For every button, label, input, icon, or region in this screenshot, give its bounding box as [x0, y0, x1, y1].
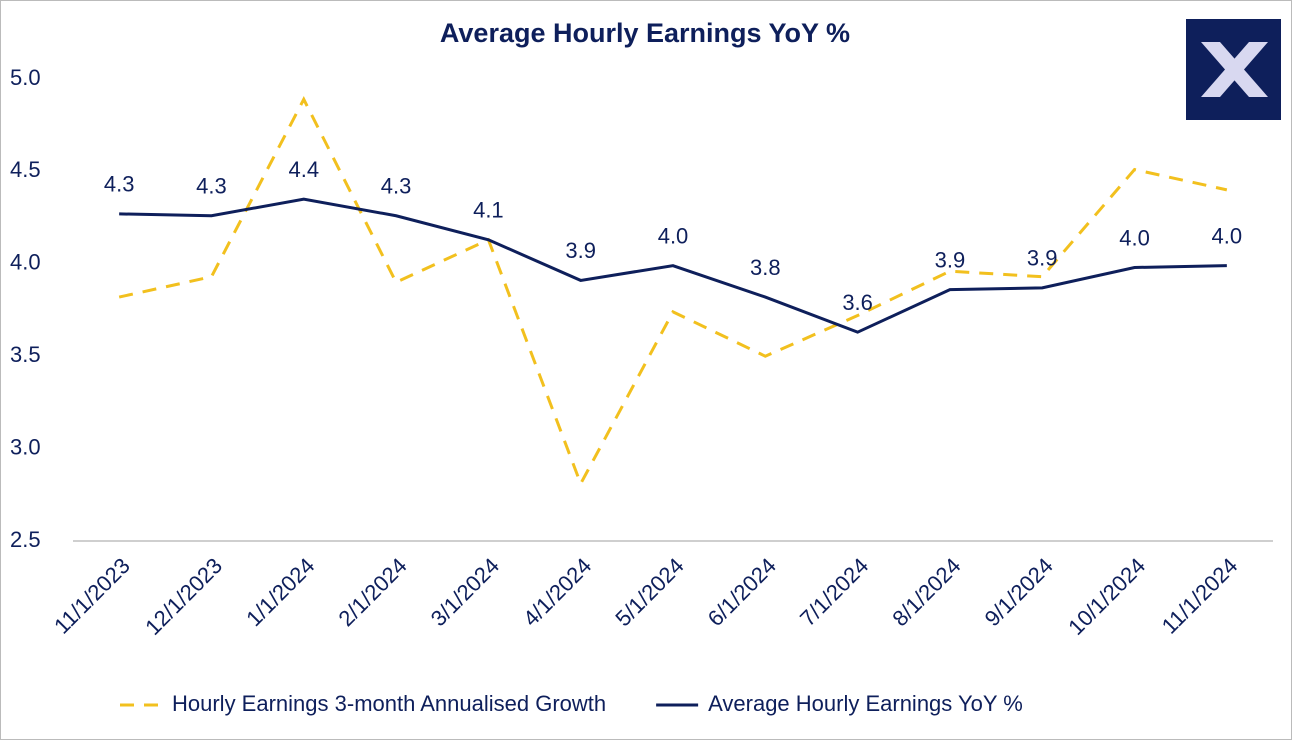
data-label: 4.3 [104, 172, 135, 197]
data-label: 4.0 [1212, 223, 1243, 248]
y-tick-label: 4.0 [10, 250, 41, 275]
series-line [119, 197, 1227, 334]
y-tick-label: 4.5 [10, 157, 41, 182]
data-label: 4.0 [1119, 225, 1150, 250]
legend-label: Hourly Earnings 3-month Annualised Growt… [172, 691, 606, 716]
data-label: 3.6 [842, 290, 873, 315]
y-tick-label: 5.0 [10, 65, 41, 90]
data-label: 4.4 [288, 157, 319, 182]
data-label: 4.0 [658, 223, 689, 248]
y-tick-label: 3.5 [10, 342, 41, 367]
data-label: 4.3 [381, 174, 412, 199]
data-label: 3.9 [565, 238, 596, 263]
legend-label: Average Hourly Earnings YoY % [708, 691, 1023, 716]
data-label: 4.3 [196, 174, 227, 199]
y-tick-label: 2.5 [10, 527, 41, 552]
y-tick-label: 3.0 [10, 434, 41, 459]
data-label: 3.9 [1027, 246, 1058, 271]
data-label: 3.8 [750, 255, 781, 280]
chart-title: Average Hourly Earnings YoY % [440, 18, 850, 48]
data-label: 4.1 [473, 198, 504, 223]
data-label: 3.9 [935, 247, 966, 272]
logo [1186, 19, 1281, 120]
series-line [118, 96, 1228, 488]
